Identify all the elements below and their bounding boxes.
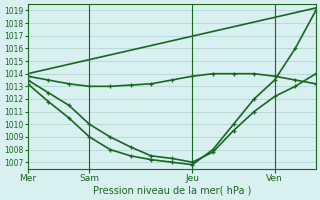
X-axis label: Pression niveau de la mer( hPa ): Pression niveau de la mer( hPa ): [92, 186, 251, 196]
